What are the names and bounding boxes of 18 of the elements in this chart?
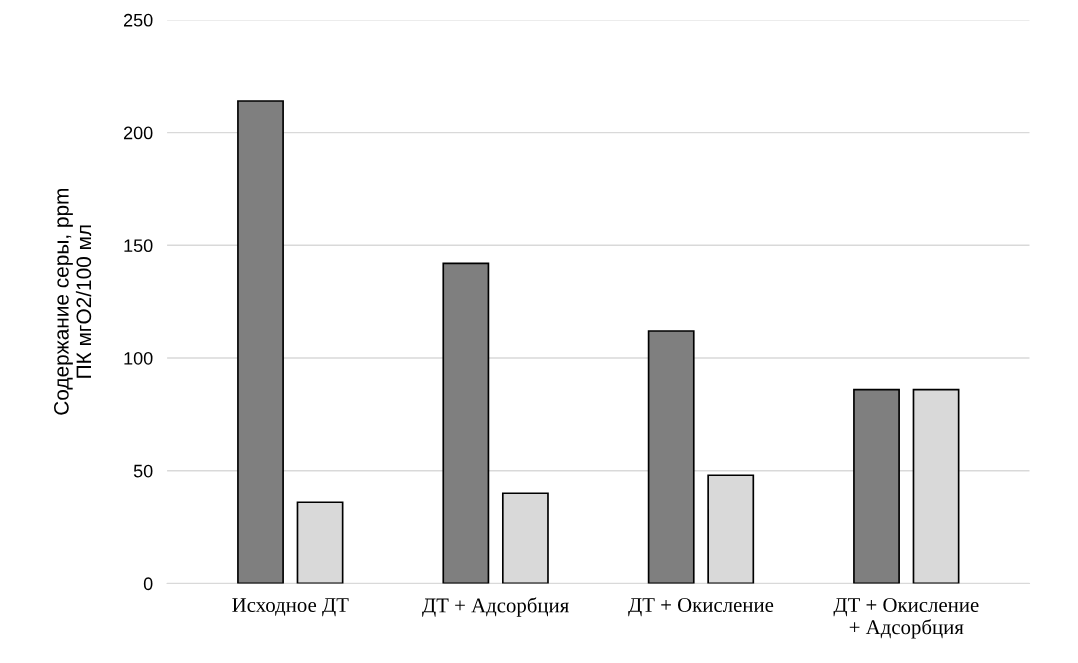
y-axis-title: Содержание серы, ppm ПК мгО2/100 мл (53, 188, 92, 415)
bar (707, 474, 755, 584)
bar (442, 262, 490, 584)
y-tick-label: 100 (124, 351, 153, 365)
x-tick-label: Исходное ДТ (232, 598, 349, 617)
x-tick-label: ДТ + Адсорбция (422, 597, 569, 617)
x-tick-label: ДТ + Окисление + Адсорбция (833, 597, 979, 639)
y-tick-label: 50 (133, 464, 153, 478)
bar (647, 330, 695, 584)
bar (853, 388, 900, 584)
bar (296, 501, 344, 584)
y-tick-label: 0 (143, 577, 153, 591)
bar (501, 492, 549, 584)
y-tick-label: 250 (123, 13, 153, 27)
x-tick-label: ДТ + Окисление (628, 597, 774, 617)
y-tick-label: 200 (123, 126, 153, 140)
y-tick-label: 150 (124, 239, 153, 253)
bar (237, 100, 284, 584)
